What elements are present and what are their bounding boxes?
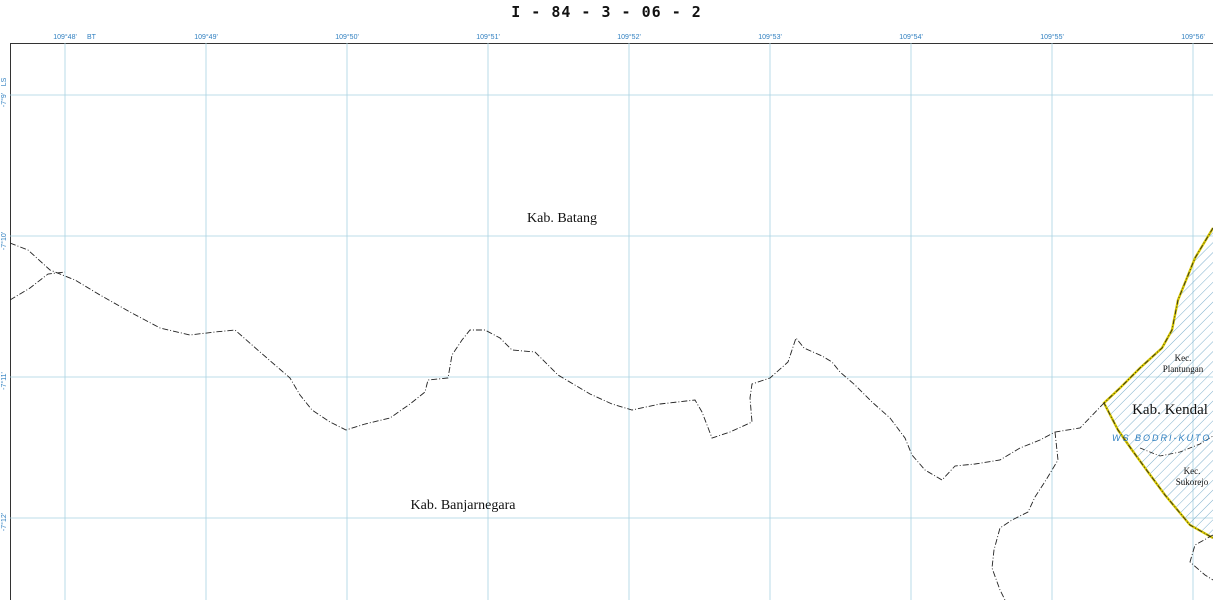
lon-label-8: 109°55' [1040, 34, 1064, 41]
lon-label-9: 109°56' [1181, 34, 1205, 41]
lon-label-3: 109°50' [335, 34, 359, 41]
label-kec-sukorejo-2: Sukorejo [1176, 477, 1209, 487]
label-kab-banjarnegara: Kab. Banjarnegara [411, 498, 517, 513]
kabupaten-boundary-main [10, 242, 1105, 481]
label-ws-bodri-kuto: WS BODRI-KUTO [1112, 433, 1211, 443]
sheet-title: I - 84 - 3 - 06 - 2 [511, 3, 702, 21]
kendal-border-dash [1103, 227, 1213, 539]
lon-label-5: 109°52' [617, 34, 641, 41]
lon-label-4: 109°51' [476, 34, 500, 41]
lon-label-7: 109°54' [899, 34, 923, 41]
lon-label-6: 109°53' [758, 34, 782, 41]
kabupaten-boundary-west [10, 271, 66, 301]
label-kec-plantungan-2: Plantungan [1163, 364, 1204, 374]
lon-label-1: 109°48' [53, 34, 77, 41]
kabupaten-boundary-east [1189, 534, 1213, 581]
label-kab-kendal: Kab. Kendal [1132, 402, 1208, 418]
kendal-area [1104, 228, 1213, 538]
lon-suffix-label: BT [87, 34, 96, 41]
kabupaten-boundary-south [991, 431, 1059, 600]
label-kab-batang: Kab. Batang [527, 211, 597, 226]
graticule-lines [10, 43, 1213, 600]
label-kec-sukorejo-1: Kec. [1184, 466, 1201, 476]
lon-label-2: 109°49' [194, 34, 218, 41]
map-frame [10, 43, 1213, 600]
label-kec-plantungan-1: Kec. [1175, 353, 1192, 363]
kecamatan-boundary [1139, 435, 1213, 457]
